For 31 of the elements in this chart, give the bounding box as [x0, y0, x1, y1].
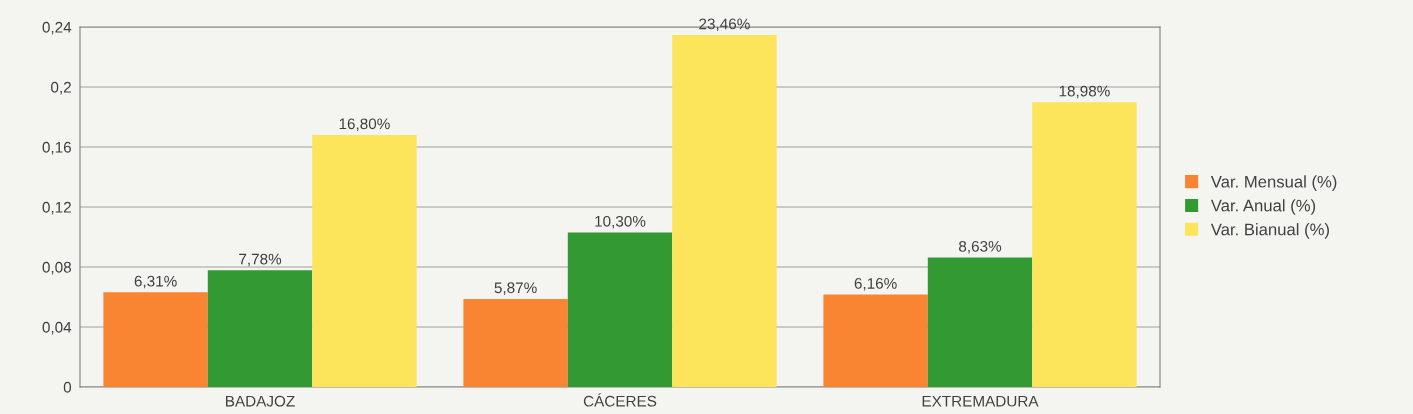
data-label: 5,87% — [494, 282, 537, 295]
bar — [207, 270, 313, 387]
bar — [823, 294, 928, 387]
data-label: 16,80% — [339, 118, 390, 132]
y-tick-label: 0,12 — [42, 201, 71, 215]
legend-label: Var. Mensual (%) — [1210, 175, 1337, 191]
data-label: 23,46% — [699, 18, 750, 32]
legend-label: Var. Bianual (%) — [1210, 223, 1329, 239]
bar — [672, 35, 777, 387]
legend-label: Var. Anual (%) — [1210, 199, 1316, 215]
y-tick-label: 0,04 — [42, 321, 72, 335]
data-label: 18,98% — [1059, 85, 1110, 99]
x-tick-label: BADAJOZ — [226, 395, 295, 407]
bar — [103, 292, 208, 387]
y-tick-label: 0,24 — [42, 21, 72, 35]
data-label: 6,31% — [134, 275, 177, 289]
data-label: 6,16% — [854, 277, 897, 291]
bar — [463, 298, 568, 387]
bar — [1032, 102, 1137, 387]
data-label: 10,30% — [595, 215, 646, 229]
y-tick-label: 0,16 — [42, 141, 71, 155]
bar — [312, 135, 417, 387]
x-tick-label: CÁCERES — [583, 393, 657, 407]
bar — [567, 232, 673, 387]
y-tick-label: 0,2 — [51, 81, 71, 95]
data-label: 8,63% — [959, 240, 1002, 254]
y-tick-label: 0 — [63, 381, 72, 393]
y-tick-label: 0,08 — [42, 261, 72, 275]
bar — [927, 257, 1033, 387]
data-label: 7,78% — [239, 253, 282, 267]
x-tick-label: EXTREMADURA — [922, 395, 1039, 407]
